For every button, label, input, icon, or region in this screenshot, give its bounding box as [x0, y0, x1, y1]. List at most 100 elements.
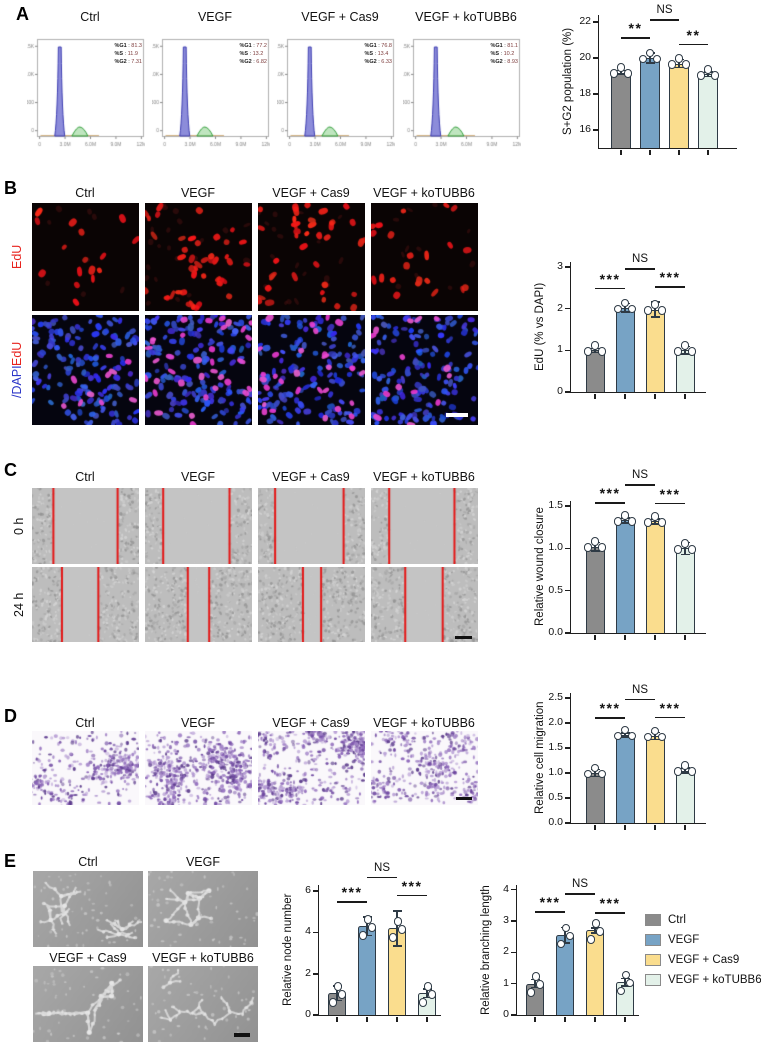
sg2-population-chart: S+G2 population (%) 16 18 20 22 ** NS **: [558, 4, 738, 175]
data-point: [597, 543, 607, 552]
data-point: [687, 545, 697, 554]
y-tick-mark: [511, 920, 517, 922]
x-tick-mark: [594, 825, 596, 830]
y-tick-mark: [565, 772, 571, 774]
data-point: [358, 930, 368, 940]
data-point: [597, 347, 607, 356]
bar-VEGF + Cas9: [669, 63, 689, 148]
x-tick-mark: [620, 150, 622, 155]
error-bar: [624, 978, 626, 986]
error-cap: [645, 62, 655, 64]
tube-title-cas9: VEGF + Cas9: [49, 951, 127, 965]
significance-label: ***: [341, 883, 363, 900]
legend-label: VEGF + Cas9: [668, 954, 740, 966]
y-tick-mark: [565, 797, 571, 799]
col-title-ctrl: Ctrl: [75, 716, 95, 730]
error-cap: [590, 932, 600, 934]
legend-swatch-ctrl: [645, 914, 661, 926]
legend-swatch-vegf: [645, 934, 661, 946]
bar-VEGF + Cas9: [645, 521, 665, 633]
significance-label: ***: [539, 894, 561, 911]
error-cap: [620, 736, 630, 738]
significance-label: NS: [632, 468, 648, 481]
bar-VEGF + koTUBB6: [675, 350, 695, 392]
bar-VEGF: [615, 520, 635, 633]
edu-dapi-image-vegf: [145, 315, 252, 425]
panel-a-label: A: [16, 4, 29, 24]
y-tick-label: 4: [503, 882, 509, 895]
legend-label: Ctrl: [668, 914, 686, 926]
error-bar: [624, 517, 626, 523]
data-point: [590, 341, 600, 350]
bar-VEGF: [615, 307, 635, 392]
wound-0h-vegf: [145, 488, 252, 564]
significance-line: [655, 502, 685, 505]
error-cap: [650, 316, 660, 318]
data-point: [337, 990, 347, 999]
bar-Ctrl: [585, 546, 605, 633]
x-tick-mark: [534, 1017, 536, 1022]
col-title-cas9: VEGF + Cas9: [272, 716, 350, 730]
error-bar: [654, 302, 656, 317]
data-point: [696, 71, 706, 80]
significance-label: NS: [632, 683, 648, 696]
data-point: [423, 982, 433, 991]
scale-bar-d: [456, 797, 472, 800]
error-bar: [654, 518, 656, 524]
y-tick-label: 2.0: [548, 716, 563, 728]
data-point: [703, 65, 713, 74]
x-tick-mark: [594, 1017, 596, 1022]
y-tick-label: 0.5: [548, 791, 563, 803]
error-cap: [620, 985, 630, 987]
data-point: [427, 990, 437, 999]
data-point: [643, 518, 653, 527]
y-tick-label: 0: [557, 385, 563, 397]
error-bar: [594, 769, 596, 777]
significance-label: NS: [374, 861, 390, 874]
y-tick-mark: [313, 1014, 319, 1016]
x-tick-mark: [654, 825, 656, 830]
data-point: [609, 69, 619, 78]
legend-item-kotubb6: VEGF + koTUBB6: [645, 974, 761, 986]
wound-0h-cas9: [258, 488, 365, 564]
data-point: [613, 517, 623, 526]
x-tick-mark: [624, 1017, 626, 1022]
data-point: [620, 725, 630, 735]
error-bar: [564, 927, 566, 943]
bar-VEGF + Cas9: [645, 309, 665, 392]
data-point: [590, 763, 600, 773]
bar-VEGF + Cas9: [645, 736, 665, 823]
wound-closure-chart: Relative wound closure 0.0 0.5 1.0 1.5 *** NS…: [530, 469, 707, 661]
data-point: [673, 767, 683, 776]
data-point: [680, 341, 690, 350]
x-tick-mark: [654, 394, 656, 399]
y-tick-mark: [565, 349, 571, 352]
hist-title-ctrl: Ctrl: [80, 10, 100, 24]
row-label-edu-dapi: /DAPI EdU: [10, 315, 24, 425]
data-point: [680, 761, 690, 770]
branching-length-chart: Relative branching length 0 1 2 3 4 *** NS ***: [476, 878, 640, 1043]
row-label-dapi-part: /DAPI: [10, 365, 24, 399]
significance-line: [595, 911, 625, 914]
flow-histogram-vegf: %G1 : 77.2 %S : 13.2 %G2 : 6.82: [152, 38, 270, 150]
y-tick-mark: [511, 888, 517, 891]
significance-label: **: [686, 26, 701, 43]
legend: Ctrl VEGF VEGF + Cas9 VEGF + koTUBB6: [645, 914, 761, 994]
wound-0h-kotubb6: [371, 488, 478, 564]
significance-line: [595, 287, 625, 290]
data-point: [583, 347, 593, 356]
row-label-24h: 24 h: [12, 592, 26, 617]
x-tick-mark: [624, 635, 626, 640]
row-label-0h: 0 h: [12, 517, 26, 535]
tube-image-cas9: [33, 966, 143, 1042]
flow-histogram-canvas: [277, 38, 395, 150]
y-tick-mark: [313, 890, 319, 892]
legend-item-cas9: VEGF + Cas9: [645, 954, 761, 966]
y-tick-mark: [593, 129, 599, 131]
wound-24h-cas9: [258, 567, 365, 642]
significance-label: ***: [599, 270, 621, 287]
row-label-edu: EdU: [10, 244, 24, 270]
cell-cycle-stats: %G1 : 76.8 %S : 13.4 %G2 : 6.33: [364, 43, 392, 65]
legend-swatch-kotubb6: [645, 974, 661, 986]
scale-bar-e: [234, 1033, 250, 1037]
